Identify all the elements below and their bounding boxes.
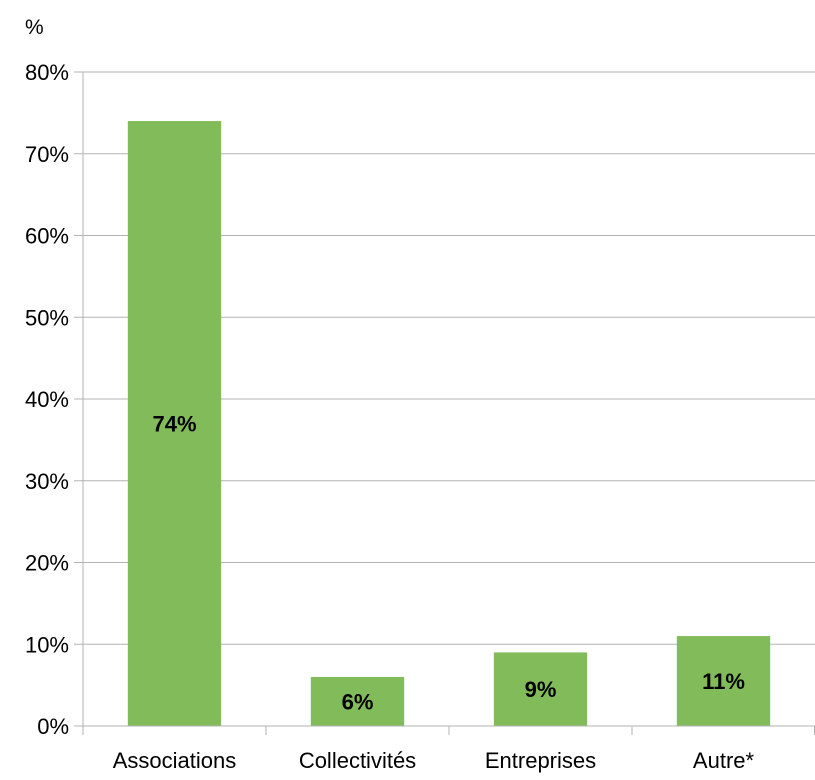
data-label: 6% — [342, 689, 374, 714]
data-label: 11% — [702, 669, 745, 694]
y-tick-label: 10% — [25, 632, 69, 657]
x-category-label: Autre* — [693, 748, 755, 773]
bar — [493, 652, 588, 726]
y-tick-label: 60% — [25, 224, 69, 249]
y-unit-label: % — [25, 16, 44, 39]
axes — [74, 71, 815, 735]
x-category-label: Entreprises — [485, 748, 596, 773]
x-category-label: Associations — [113, 748, 237, 773]
bar — [310, 676, 405, 726]
labels: 0% 10% 20% 30% 40% 50% 60% 70% 80% 74% Association… — [25, 60, 755, 773]
x-category-label: Collectivités — [299, 748, 416, 773]
y-tick-label: 30% — [25, 469, 69, 494]
bar — [127, 121, 222, 727]
y-tick-label: 0% — [37, 714, 69, 739]
y-tick-label: 50% — [25, 305, 69, 330]
bars — [127, 121, 771, 727]
y-tick-label: 40% — [25, 387, 69, 412]
y-tick-label: 20% — [25, 551, 69, 576]
y-tick-label: 80% — [25, 60, 69, 85]
bar — [676, 636, 771, 726]
data-label: 74% — [152, 412, 196, 437]
y-tick-label: 70% — [25, 142, 69, 167]
data-label: 9% — [525, 677, 557, 702]
